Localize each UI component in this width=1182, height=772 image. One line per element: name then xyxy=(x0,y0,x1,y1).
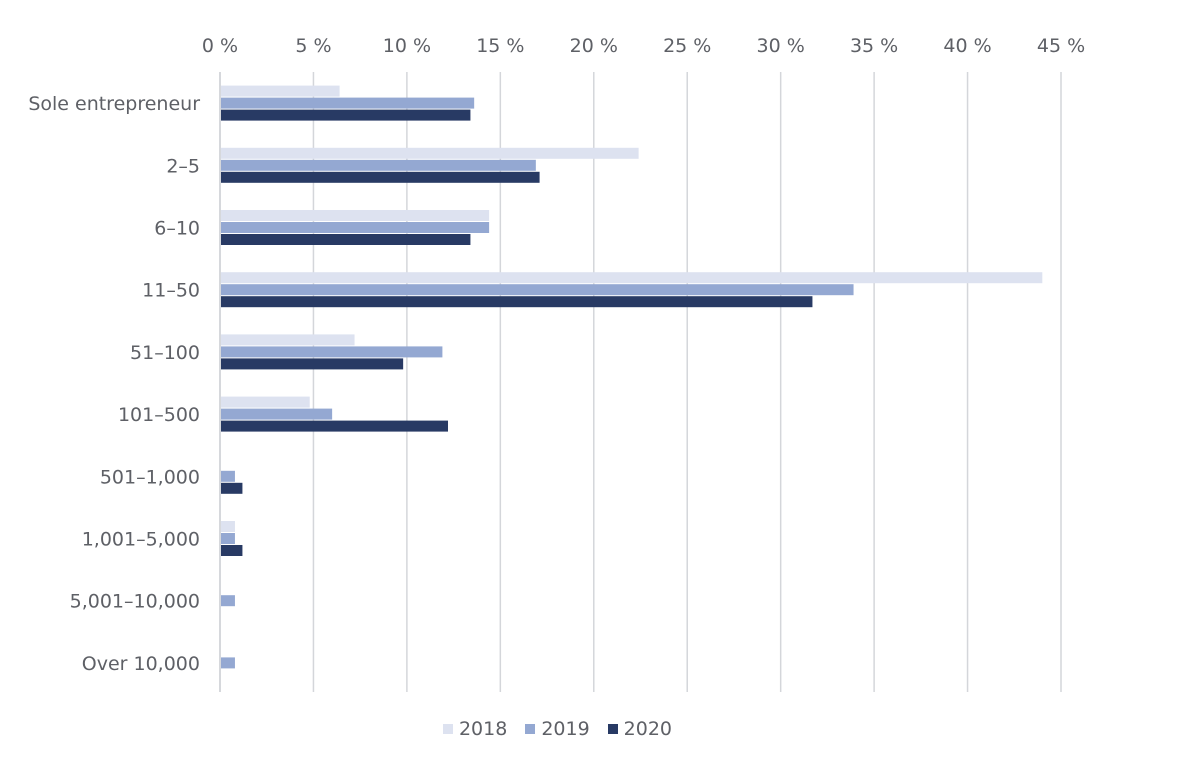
bar-2019 xyxy=(221,222,490,233)
x-tick-label: 20 % xyxy=(570,35,618,57)
bar-2018 xyxy=(221,272,1043,284)
bar-2020 xyxy=(221,482,243,494)
bar-2018 xyxy=(221,396,310,408)
x-tick-label: 15 % xyxy=(476,35,524,57)
bar-2018 xyxy=(221,85,340,97)
legend-swatch-2019 xyxy=(525,724,536,734)
bar-2019 xyxy=(221,470,235,482)
bar-2018 xyxy=(221,147,639,159)
category-label: 5,001–10,000 xyxy=(70,591,200,613)
x-tick-label: 45 % xyxy=(1037,35,1085,57)
category-label: 51–100 xyxy=(130,342,200,364)
bar-2019 xyxy=(221,346,443,358)
bar-2020 xyxy=(221,358,404,370)
category-label: Over 10,000 xyxy=(82,653,200,675)
bars xyxy=(221,85,1043,669)
bar-2019 xyxy=(221,533,235,544)
legend-item-2020: 2020 xyxy=(607,718,673,740)
bar-2018 xyxy=(221,334,355,346)
bar-2019 xyxy=(221,159,536,171)
bar-2020 xyxy=(221,296,813,308)
legend-swatch-2018 xyxy=(442,724,453,734)
category-label: 101–500 xyxy=(118,404,200,426)
category-label: 501–1,000 xyxy=(100,466,200,488)
bar-2020 xyxy=(221,171,540,183)
category-labels: Sole entrepreneur 2–5 6–10 11–50 51–100 101–5… xyxy=(28,93,200,675)
x-tick-label: 0 % xyxy=(202,35,238,57)
bar-2019 xyxy=(221,97,475,109)
bar-2018 xyxy=(221,521,235,532)
bar-2019 xyxy=(221,408,333,420)
category-label: 1,001–5,000 xyxy=(82,529,200,551)
bar-2020 xyxy=(221,234,471,245)
bar-2020 xyxy=(221,109,471,121)
bar-2018 xyxy=(221,210,490,221)
bar-2019 xyxy=(221,284,854,296)
x-tick-label: 25 % xyxy=(663,35,711,57)
x-tick-label: 40 % xyxy=(943,35,991,57)
legend-label-2020: 2020 xyxy=(623,718,673,740)
category-label: 11–50 xyxy=(142,280,200,302)
legend-item-2019: 2019 xyxy=(525,718,590,740)
bar-2019 xyxy=(221,595,235,607)
x-tick-label: 5 % xyxy=(295,35,331,57)
x-tick-label: 35 % xyxy=(850,35,898,57)
bar-2020 xyxy=(221,545,243,556)
category-label: 2–5 xyxy=(166,155,200,177)
legend-item-2018: 2018 xyxy=(442,718,508,740)
legend-label-2019: 2019 xyxy=(541,718,590,740)
legend-swatch-2020 xyxy=(607,724,618,734)
category-label: Sole entrepreneur xyxy=(28,93,200,115)
x-tick-label: 10 % xyxy=(383,35,431,57)
bar-2019 xyxy=(221,657,235,669)
legend-label-2018: 2018 xyxy=(458,718,508,740)
category-label: 6–10 xyxy=(154,218,200,240)
x-axis-ticks: 0 % 5 % 10 % 15 % 20 % 25 % 30 % 35 % 40 % 45 % xyxy=(202,35,1085,57)
bar-2020 xyxy=(221,420,449,432)
x-tick-label: 30 % xyxy=(757,35,805,57)
legend: 2018 2019 2020 xyxy=(0,718,1115,740)
